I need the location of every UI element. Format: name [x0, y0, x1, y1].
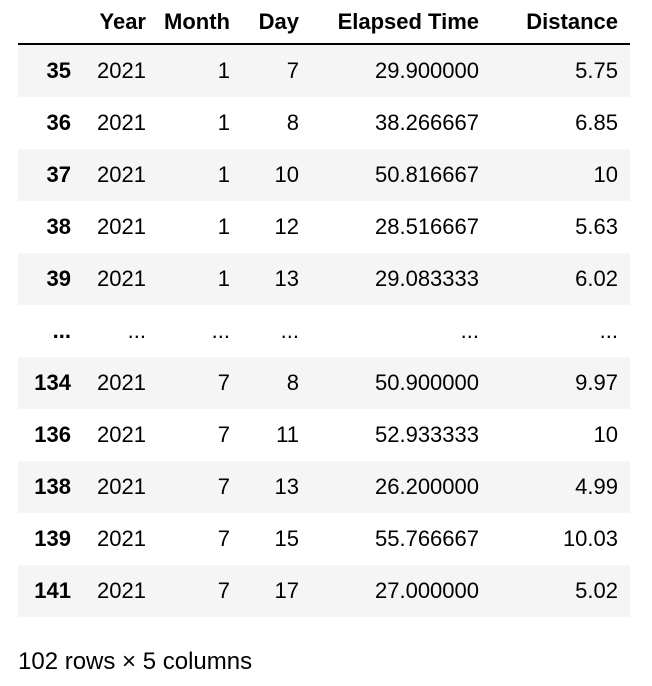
table-header: Year Month Day Elapsed Time Distance: [18, 0, 630, 45]
table-row: 36 2021 1 8 38.266667 6.85: [18, 97, 630, 149]
ellipsis-row: ..................: [18, 305, 630, 357]
month-cell: 1: [217, 58, 230, 83]
distance-cell: 10.03: [562, 526, 618, 551]
table-row: 139 2021 7 15 55.766667 10.03: [18, 513, 630, 565]
elapsed-time-cell: 26.200000: [375, 474, 479, 499]
distance-cell: ...: [599, 318, 618, 343]
table-row: 134 2021 7 8 50.900000 9.97: [18, 357, 630, 409]
year-cell: 2021: [97, 474, 146, 499]
dataframe-table: Year Month Day Elapsed Time Distance 35 2…: [18, 0, 630, 617]
day-cell: 8: [286, 110, 299, 135]
row-index: 139: [34, 526, 71, 551]
table-row: 136 2021 7 11 52.933333 10: [18, 409, 630, 461]
row-index: 37: [46, 162, 71, 187]
year-cell: 2021: [97, 578, 146, 603]
day-cell: 15: [274, 526, 299, 551]
month-cell: 7: [217, 474, 230, 499]
day-cell: 11: [276, 422, 299, 447]
elapsed-time-cell: 50.816667: [375, 162, 479, 187]
table-row: 141 2021 7 17 27.000000 5.02: [18, 565, 630, 617]
year-cell: 2021: [97, 214, 146, 239]
month-cell: 1: [217, 162, 230, 187]
row-index: 134: [34, 370, 71, 395]
month-cell: ...: [211, 318, 230, 343]
year-cell: 2021: [97, 110, 146, 135]
day-cell: ...: [280, 318, 299, 343]
table-row: 39 2021 1 13 29.083333 6.02: [18, 253, 630, 305]
elapsed-time-cell: 28.516667: [375, 214, 479, 239]
distance-cell: 5.02: [575, 578, 618, 603]
elapsed-time-cell: 38.266667: [375, 110, 479, 135]
table-row: 37 2021 1 10 50.816667 10: [18, 149, 630, 201]
table-row: 35 2021 1 7 29.900000 5.75: [18, 44, 630, 97]
month-cell: 7: [217, 578, 230, 603]
distance-cell: 5.75: [575, 58, 618, 83]
day-cell: 7: [286, 58, 299, 83]
month-cell: 7: [217, 526, 230, 551]
index-header: [18, 0, 83, 45]
elapsed-time-cell: 55.766667: [375, 526, 479, 551]
elapsed-time-cell: 29.083333: [375, 266, 479, 291]
month-cell: 1: [217, 266, 230, 291]
distance-cell: 6.02: [575, 266, 618, 291]
year-cell: 2021: [97, 266, 146, 291]
distance-cell: 4.99: [575, 474, 618, 499]
table-row: 38 2021 1 12 28.516667 5.63: [18, 201, 630, 253]
row-index: 36: [46, 110, 71, 135]
row-index: 38: [46, 214, 71, 239]
month-cell: 1: [217, 110, 230, 135]
day-cell: 10: [274, 162, 299, 187]
dataframe-output: Year Month Day Elapsed Time Distance 35 2…: [18, 0, 630, 617]
day-cell: 13: [274, 474, 299, 499]
day-cell: 17: [274, 578, 299, 603]
row-index: 35: [46, 58, 71, 83]
row-index: 141: [34, 578, 71, 603]
year-cell: 2021: [97, 370, 146, 395]
row-index: 136: [34, 422, 71, 447]
distance-cell: 9.97: [575, 370, 618, 395]
elapsed-time-cell: 50.900000: [375, 370, 479, 395]
month-cell: 7: [217, 370, 230, 395]
year-cell: ...: [127, 318, 146, 343]
distance-cell: 5.63: [575, 214, 618, 239]
elapsed-time-cell: 27.000000: [375, 578, 479, 603]
day-cell: 13: [274, 266, 299, 291]
elapsed-time-cell: 52.933333: [375, 422, 479, 447]
column-header-year: Year: [83, 0, 158, 45]
day-cell: 12: [274, 214, 299, 239]
month-cell: 1: [217, 214, 230, 239]
table-shape-summary: 102 rows × 5 columns: [18, 648, 253, 675]
column-header-month: Month: [158, 0, 242, 45]
distance-cell: 10: [593, 422, 618, 447]
column-header-day: Day: [242, 0, 311, 45]
row-index: 39: [46, 266, 71, 291]
column-header-distance: Distance: [491, 0, 630, 45]
elapsed-time-cell: 29.900000: [375, 58, 479, 83]
row-index: 138: [34, 474, 71, 499]
year-cell: 2021: [97, 526, 146, 551]
distance-cell: 10: [593, 162, 618, 187]
day-cell: 8: [286, 370, 299, 395]
year-cell: 2021: [97, 422, 146, 447]
year-cell: 2021: [97, 162, 146, 187]
month-cell: 7: [217, 422, 230, 447]
table-row: 138 2021 7 13 26.200000 4.99: [18, 461, 630, 513]
header-row: Year Month Day Elapsed Time Distance: [18, 0, 630, 45]
column-header-elapsed-time: Elapsed Time: [311, 0, 491, 45]
distance-cell: 6.85: [575, 110, 618, 135]
table-body: 35 2021 1 7 29.900000 5.75 36 2021 1 8 38.266667 6.…: [18, 44, 630, 617]
year-cell: 2021: [97, 58, 146, 83]
row-index: ...: [52, 318, 71, 343]
elapsed-time-cell: ...: [460, 318, 479, 343]
